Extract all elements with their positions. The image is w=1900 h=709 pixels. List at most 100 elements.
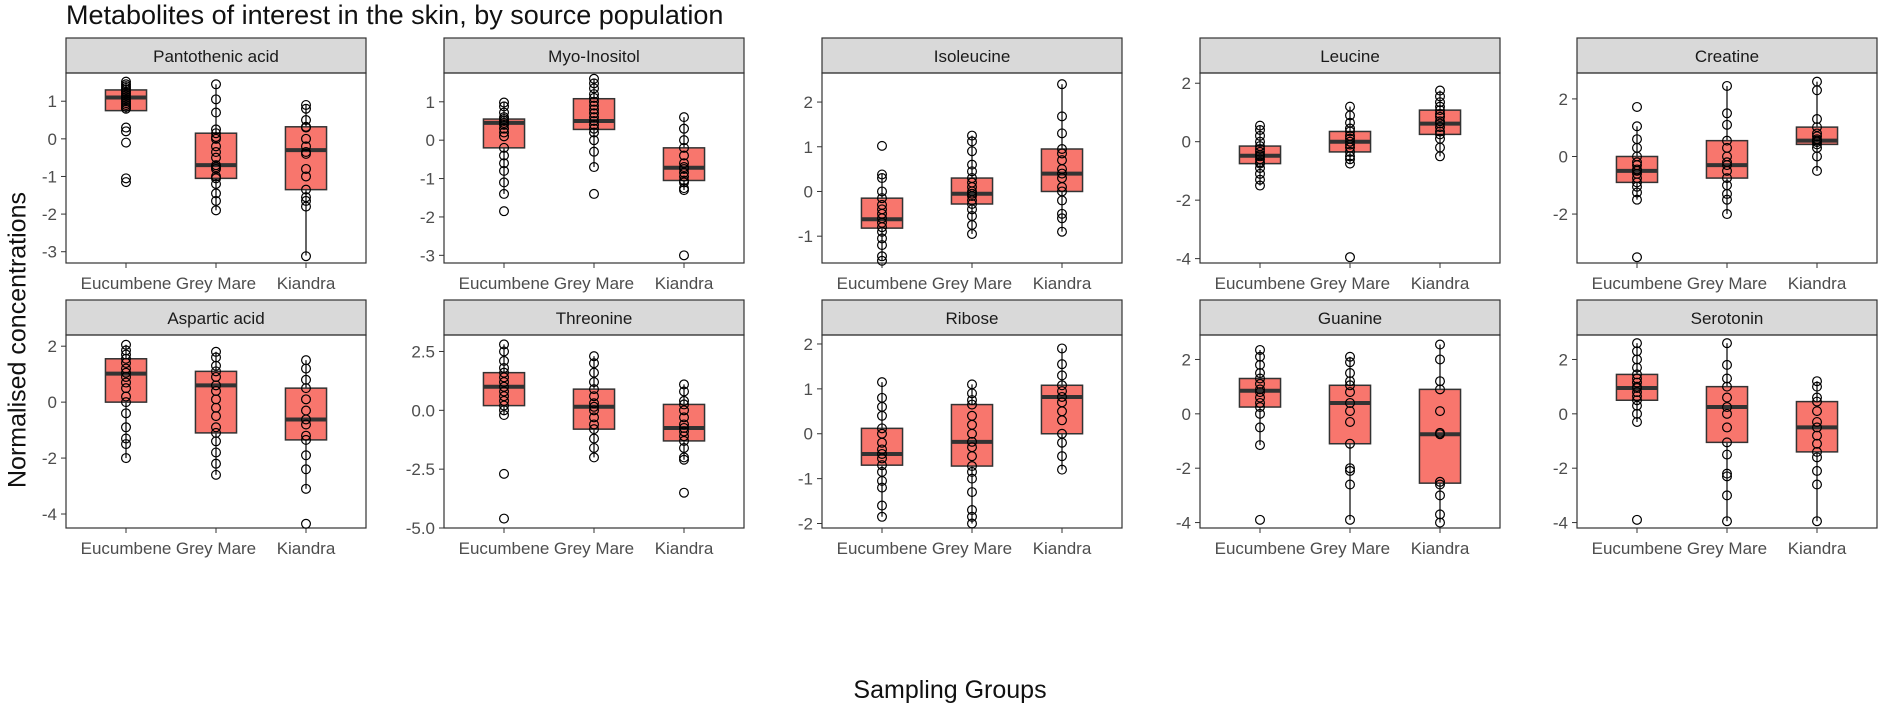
data-point: [301, 450, 312, 461]
facet-strip-label: Serotonin: [1691, 309, 1764, 328]
data-point: [1811, 516, 1822, 527]
facet-panel: Myo-Inositol -3 -2 -1 0 1 Eucumbene Grey Mare Ki…: [420, 37, 745, 293]
y-tick-label: 1: [48, 92, 57, 111]
data-point: [1344, 158, 1355, 169]
data-point: [1631, 346, 1642, 357]
data-point: [1434, 122, 1445, 133]
data-point: [1344, 465, 1355, 476]
data-point: [678, 412, 689, 423]
data-point: [588, 377, 599, 388]
data-point: [499, 119, 510, 130]
data-point: [1254, 120, 1265, 131]
data-point: [678, 379, 689, 390]
data-point: [1344, 438, 1355, 449]
data-point: [678, 185, 689, 196]
data-point: [966, 466, 977, 477]
data-point: [1344, 479, 1355, 490]
data-point: [120, 177, 131, 188]
data-point: [588, 73, 599, 84]
data-point: [211, 380, 222, 391]
data-point: [1434, 339, 1445, 350]
data-point: [211, 178, 222, 189]
data-point: [1434, 108, 1445, 119]
facet-panel: Aspartic acid -4 -2 0 2 Eucumbene Grey Mare Kia…: [42, 299, 367, 558]
y-tick-label: -4: [1176, 514, 1191, 533]
data-point: [876, 251, 887, 262]
data-point: [966, 146, 977, 157]
data-point: [1434, 91, 1445, 102]
data-point: [876, 500, 887, 511]
data-point: [499, 405, 510, 416]
data-point: [1434, 517, 1445, 528]
data-point: [588, 100, 599, 111]
y-tick-label: 2: [48, 337, 57, 356]
data-point: [1811, 114, 1822, 125]
data-point: [301, 171, 312, 182]
box: [950, 403, 994, 467]
data-point: [499, 177, 510, 188]
data-point: [1631, 165, 1642, 176]
data-point: [1811, 406, 1822, 417]
facet-strip-label: Myo-Inositol: [548, 47, 640, 66]
y-tick-label: 1: [426, 93, 435, 112]
data-point: [1434, 97, 1445, 108]
facet-strip-label: Isoleucine: [934, 47, 1011, 66]
data-point: [1721, 422, 1732, 433]
data-point: [876, 410, 887, 421]
data-point: [876, 186, 887, 197]
data-point: [211, 346, 222, 357]
facet-strip-label: Guanine: [1318, 309, 1382, 328]
data-point: [301, 141, 312, 152]
y-tick-label: 0.0: [411, 401, 435, 420]
data-point: [678, 405, 689, 416]
box: [1418, 388, 1462, 484]
x-tick-label: Kiandra: [1411, 539, 1470, 558]
data-point: [499, 123, 510, 134]
data-point: [1254, 351, 1265, 362]
data-point: [966, 130, 977, 141]
facet-panel: Creatine -2 0 2 Eucumbene Grey Mare Kiandra: [1553, 37, 1878, 293]
data-point: [1344, 376, 1355, 387]
data-point: [1631, 400, 1642, 411]
y-tick-label: -4: [1553, 514, 1568, 533]
data-point: [1254, 359, 1265, 370]
data-point: [499, 158, 510, 169]
data-point: [1254, 422, 1265, 433]
data-point: [1434, 101, 1445, 112]
data-point: [1631, 391, 1642, 402]
data-point: [588, 78, 599, 89]
data-point: [966, 451, 977, 462]
data-point: [1254, 384, 1265, 395]
y-tick-label: -1: [420, 170, 435, 189]
data-point: [966, 399, 977, 410]
y-tick-label: 2.5: [411, 342, 435, 361]
data-point: [1344, 146, 1355, 157]
data-point: [1811, 376, 1822, 387]
y-tick-label: -2: [1176, 459, 1191, 478]
box: [194, 132, 238, 180]
box: [284, 387, 328, 441]
data-point: [1434, 479, 1445, 490]
y-tick-label: 0: [1559, 147, 1568, 166]
data-point: [876, 222, 887, 233]
data-point: [499, 513, 510, 524]
data-point: [588, 83, 599, 94]
data-point: [1811, 452, 1822, 463]
facet-strip: [65, 299, 367, 336]
x-tick-label: Eucumbene: [459, 539, 550, 558]
data-point: [1811, 165, 1822, 176]
x-tick-label: Grey Mare: [1310, 539, 1390, 558]
data-point: [966, 428, 977, 439]
data-point: [1721, 490, 1732, 501]
data-point: [1434, 85, 1445, 96]
data-point: [1811, 479, 1822, 490]
data-point: [211, 128, 222, 139]
data-point: [301, 464, 312, 475]
data-point: [1254, 174, 1265, 185]
box: [1705, 139, 1749, 179]
data-point: [1434, 476, 1445, 487]
data-point: [1434, 354, 1445, 365]
data-point: [1811, 151, 1822, 162]
data-point: [1254, 158, 1265, 169]
data-point: [876, 423, 887, 434]
